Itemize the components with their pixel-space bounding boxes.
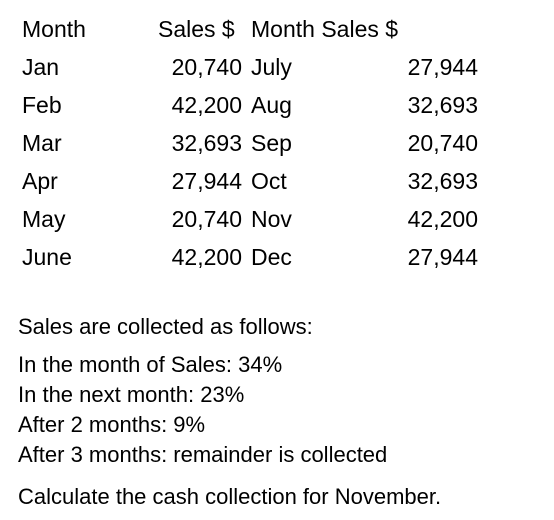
month-cell: Apr [22,167,58,194]
month-cell: Oct [251,167,287,194]
sales-cell: 27,944 [407,243,478,270]
schedule-item: After 2 months: 9% [18,412,206,437]
month-cell: May [22,205,66,232]
header-sales-2: Sales $ [321,15,399,42]
schedule-item: In the next month: 23% [18,382,245,407]
sales-cell: 32,693 [407,91,478,118]
header-month-1: Month [22,15,86,42]
notes-intro: Sales are collected as follows: [18,314,313,339]
table-row: Apr 27,944 Oct 32,693 [22,162,478,200]
table-row: Feb 42,200 Aug 32,693 [22,86,478,124]
sales-cell: 32,693 [171,129,242,156]
header-sales-1: Sales $ [158,15,235,42]
sales-cell: 20,740 [171,53,242,80]
month-cell: Dec [251,243,292,270]
collection-schedule: In the month of Sales: 34% In the next m… [18,350,387,470]
schedule-item: After 3 months: remainder is collected [18,442,388,467]
month-cell: July [251,53,292,80]
question-text: Calculate the cash collection for Novemb… [18,484,442,509]
sales-cell: 20,740 [171,205,242,232]
month-cell: Jan [22,53,60,80]
table-row: June 42,200 Dec 27,944 [22,238,478,276]
sales-cell: 32,693 [407,167,478,194]
month-cell: Aug [251,91,292,118]
month-cell: Nov [251,205,292,232]
sales-cell: 20,740 [407,129,478,156]
table-row: Mar 32,693 Sep 20,740 [22,124,478,162]
sales-cell: 27,944 [407,53,478,80]
schedule-item: In the month of Sales: 34% [18,352,283,377]
collection-notes: Sales are collected as follows: In the m… [18,312,387,470]
table-row: May 20,740 Nov 42,200 [22,200,478,238]
sales-cell: 42,200 [407,205,478,232]
sales-cell: 42,200 [171,91,242,118]
header-month-sales-2: Month Sales $ [242,16,477,43]
sales-cell: 42,200 [171,243,242,270]
table-row: Jan 20,740 July 27,944 [22,48,478,86]
sales-table: Month Sales $ Month Sales $ Jan 20,740 J… [22,10,478,276]
sales-cell: 27,944 [171,167,242,194]
month-cell: Feb [22,91,62,118]
month-cell: Sep [251,129,292,156]
header-month-2: Month [251,15,315,42]
table-header-row: Month Sales $ Month Sales $ [22,10,478,48]
month-cell: June [22,243,72,270]
month-cell: Mar [22,129,62,156]
